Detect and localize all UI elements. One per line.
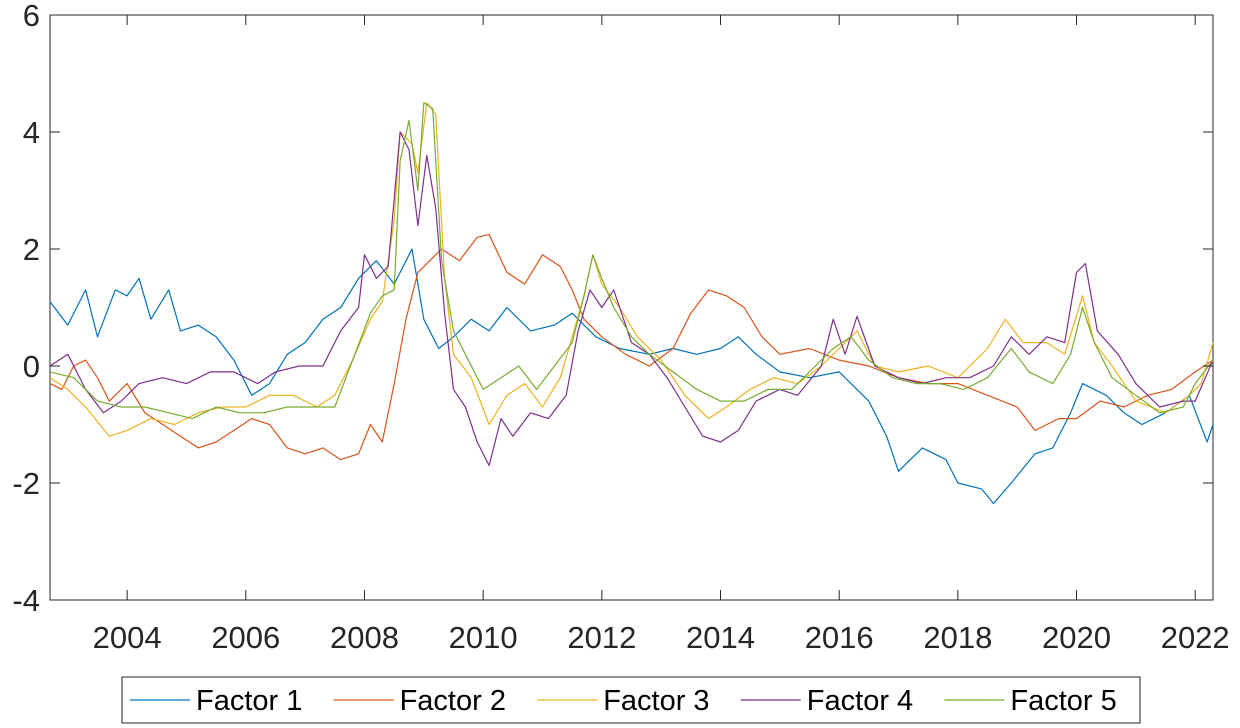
series-line-factor-4 [49, 131, 1214, 467]
series-line-factor-5 [49, 102, 1214, 420]
y-tick-label: 6 [23, 0, 40, 33]
series-line-factor-1 [49, 248, 1214, 505]
plot-area: 2004 2006 2008 2010 2012 2014 2016 2018 2020 2022… [12, 0, 1229, 655]
legend-label-factor-4: Factor 4 [807, 685, 913, 717]
x-axis-ticks: 2004 2006 2008 2010 2012 2014 2016 2018 2020 2022 [93, 15, 1230, 655]
y-tick-label: 4 [23, 115, 40, 150]
x-tick-label: 2018 [923, 620, 992, 655]
legend-label-factor-1: Factor 1 [196, 685, 302, 717]
series-lines [49, 102, 1214, 505]
legend-label-factor-2: Factor 2 [400, 685, 506, 717]
y-tick-label: -2 [12, 466, 40, 501]
x-tick-label: 2014 [686, 620, 755, 655]
x-tick-label: 2006 [211, 620, 280, 655]
series-line-factor-3 [49, 102, 1214, 437]
x-tick-label: 2022 [1161, 620, 1230, 655]
legend-label-factor-3: Factor 3 [603, 685, 709, 717]
legend-label-factor-5: Factor 5 [1010, 685, 1116, 717]
y-tick-label: -4 [12, 583, 40, 618]
legend: Factor 1 Factor 2 Factor 3 Factor 4 Factor 5 [121, 676, 1141, 724]
series-line-factor-2 [49, 233, 1214, 461]
x-tick-label: 2004 [93, 620, 162, 655]
x-tick-label: 2020 [1042, 620, 1111, 655]
y-axis-ticks: -4 -2 0 2 4 6 [12, 0, 1213, 618]
axes-box [49, 14, 1214, 601]
x-tick-label: 2010 [449, 620, 518, 655]
x-tick-label: 2016 [805, 620, 874, 655]
legend-items: Factor 1 Factor 2 Factor 3 Factor 4 Factor 5 [130, 685, 1117, 717]
y-tick-label: 0 [23, 349, 40, 384]
x-tick-label: 2008 [330, 620, 399, 655]
x-tick-label: 2012 [567, 620, 636, 655]
y-tick-label: 2 [23, 232, 40, 267]
